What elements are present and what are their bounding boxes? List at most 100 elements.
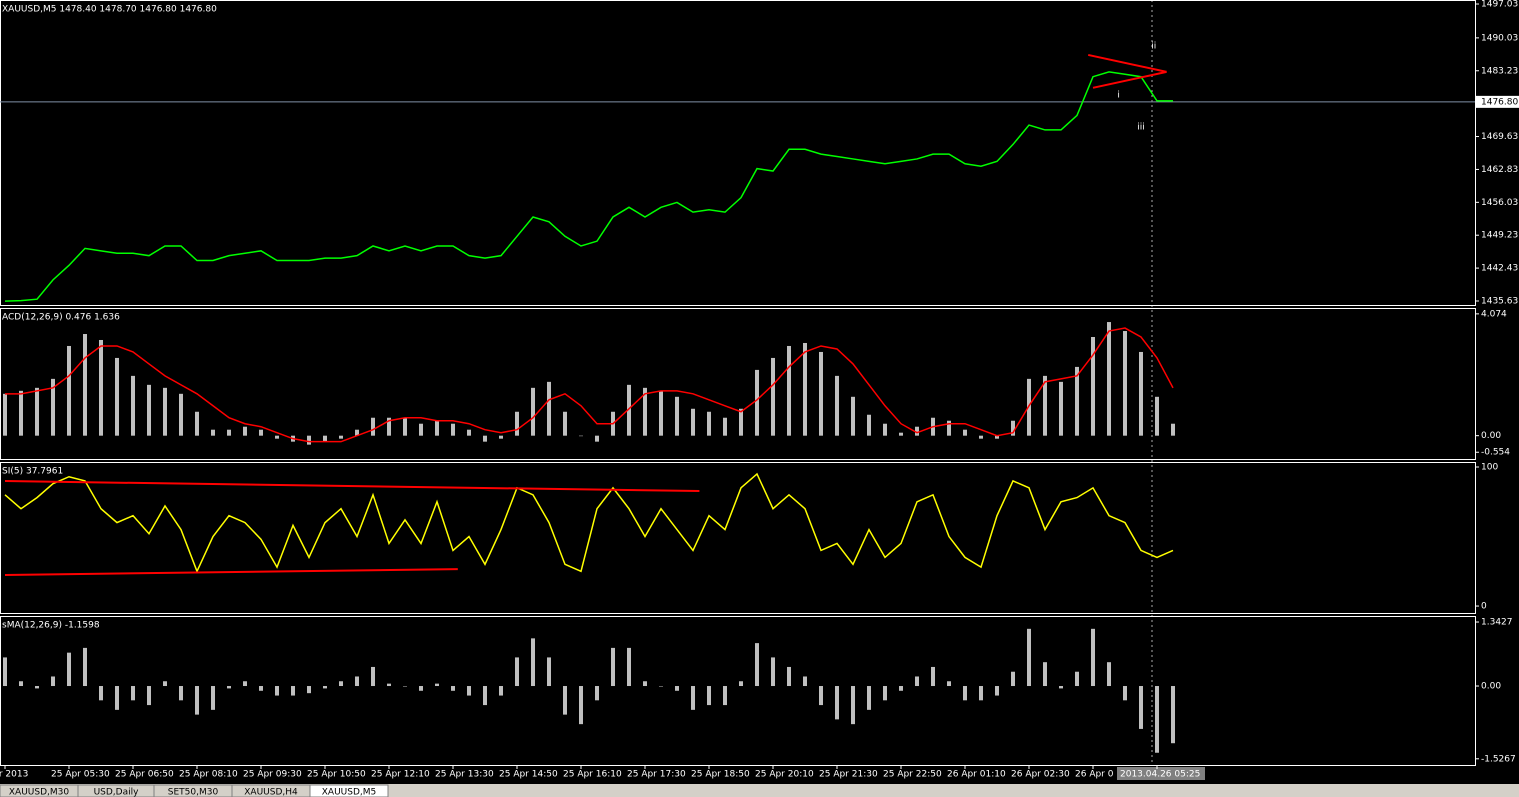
x-tick-label: 25 Apr 21:30 (819, 770, 878, 780)
x-tick-label: 25 Apr 22:50 (883, 770, 942, 780)
x-tick-label: Apr 2013 (0, 770, 28, 780)
y-tick-label: 1442.43 (1481, 264, 1518, 274)
histogram-bar (899, 432, 903, 436)
histogram-bar (1123, 686, 1127, 701)
histogram-bar (1123, 331, 1127, 436)
tab-label[interactable]: SET50,M30 (168, 788, 219, 797)
histogram-bar (51, 676, 55, 687)
annotation: ii (1151, 42, 1156, 52)
histogram-bar (211, 429, 215, 436)
x-tick-label: 25 Apr 09:30 (243, 770, 302, 780)
histogram-bar (675, 396, 679, 436)
histogram-bar (371, 417, 375, 436)
series-line (4, 71, 1173, 302)
histogram-bar (179, 686, 183, 701)
y-tick-label: -1.5267 (1481, 754, 1516, 764)
histogram-bar (419, 423, 423, 436)
histogram-bar (659, 390, 663, 436)
histogram-bar (291, 686, 295, 696)
histogram-bar (435, 420, 439, 436)
histogram-bar (643, 681, 647, 687)
histogram-bar (435, 683, 439, 687)
histogram-bar (35, 686, 39, 689)
histogram-bar (451, 686, 455, 691)
histogram-bar (35, 387, 39, 436)
histogram-bar (851, 396, 855, 436)
tab-label[interactable]: XAUUSD,M30 (9, 788, 69, 797)
histogram-bar (691, 686, 695, 710)
tab[interactable] (309, 784, 389, 797)
histogram-bar (499, 686, 503, 696)
histogram-bar (771, 357, 775, 436)
histogram-bar (163, 681, 167, 687)
histogram-bar (915, 426, 919, 436)
panel-frame (0, 616, 1476, 766)
histogram-bar (755, 643, 759, 687)
histogram-bar (1107, 662, 1111, 687)
histogram-bar (483, 686, 487, 706)
x-tick-label: 25 Apr 05:30 (51, 770, 110, 780)
histogram-bar (1075, 366, 1079, 436)
histogram-bar (227, 686, 231, 689)
histogram-bar (627, 384, 631, 436)
tab-label[interactable]: XAUUSD,M5 (322, 788, 377, 797)
histogram-bar (755, 369, 759, 436)
histogram-bar (947, 681, 951, 687)
histogram-bar (147, 686, 151, 706)
trendline (1092, 70, 1167, 89)
histogram-bar (595, 435, 599, 442)
current-price-box (1476, 95, 1519, 108)
histogram-bar (195, 686, 199, 715)
histogram-bar (515, 657, 519, 687)
x-tick-label: 25 Apr 14:50 (499, 770, 558, 780)
histogram-bar (1027, 378, 1031, 436)
x-tick-label: 25 Apr 13:30 (435, 770, 494, 780)
histogram-bar (211, 686, 215, 710)
histogram-bar (531, 638, 535, 687)
histogram-bar (387, 683, 391, 687)
histogram-bar (867, 686, 871, 710)
histogram-bar (259, 429, 263, 436)
histogram-bar (1043, 375, 1047, 436)
trendline (4, 480, 700, 493)
histogram-bar (1059, 686, 1063, 689)
histogram-bar (995, 686, 999, 696)
histogram-bar (963, 429, 967, 436)
series-line (4, 472, 1174, 574)
histogram-bar (131, 375, 135, 436)
histogram-bar (19, 390, 23, 436)
histogram-bar (579, 435, 583, 437)
panel-label: XAUUSD,M5 1478.40 1478.70 1476.80 1476.8… (2, 5, 217, 15)
histogram-bar (835, 375, 839, 436)
annotation: i (1117, 91, 1120, 101)
histogram-bar (323, 686, 327, 689)
histogram-bar (803, 676, 807, 687)
histogram-bar (963, 686, 967, 701)
histogram-bar (195, 411, 199, 436)
current-price-label: 1476.80 (1481, 97, 1518, 107)
histogram-bar (595, 686, 599, 701)
y-tick-label: 0 (1481, 602, 1487, 612)
histogram-bar (995, 435, 999, 439)
histogram-bar (1091, 337, 1095, 436)
x-tick-label: 25 Apr 20:10 (755, 770, 814, 780)
x-tick-label: 25 Apr 12:10 (371, 770, 430, 780)
y-tick-label: 1449.23 (1481, 231, 1518, 241)
x-tick-label: 25 Apr 16:10 (563, 770, 622, 780)
x-tick-label: 26 Apr 0 (1075, 770, 1114, 780)
tab-label[interactable]: USD,Daily (94, 788, 140, 797)
x-tick-label: 25 Apr 08:10 (179, 770, 238, 780)
histogram-bar (1075, 671, 1079, 687)
y-tick-label: 1435.63 (1481, 296, 1518, 306)
histogram-bar (499, 435, 503, 439)
histogram-bar (707, 686, 711, 706)
histogram-bar (659, 686, 663, 687)
x-tick-label: 2013.04.26 05:25 (1120, 770, 1200, 780)
histogram-bar (467, 429, 471, 436)
histogram-bar (355, 676, 359, 687)
histogram-bar (227, 429, 231, 436)
histogram-bar (787, 345, 791, 436)
histogram-bar (787, 666, 791, 687)
tab-label[interactable]: XAUUSD,H4 (244, 788, 298, 797)
